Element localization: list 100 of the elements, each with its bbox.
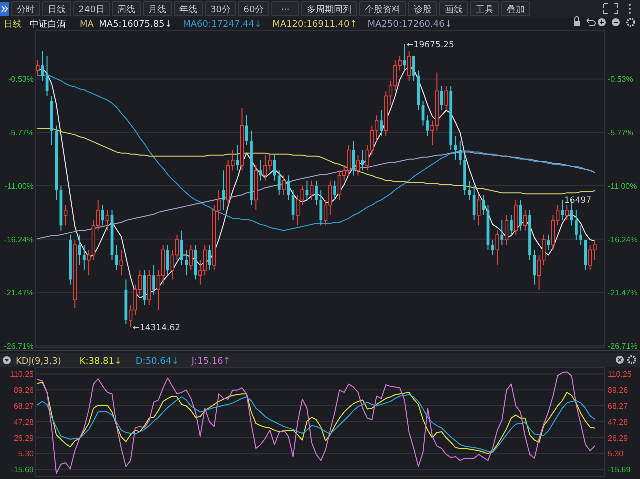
candlestick <box>287 175 290 201</box>
y-tick-label: -16.24% <box>4 235 34 244</box>
candlestick <box>152 264 156 296</box>
candlestick <box>361 150 364 172</box>
candlestick <box>315 180 318 206</box>
candlestick <box>278 170 281 196</box>
annotation: ←19675.25 <box>406 40 454 50</box>
candlestick <box>189 244 194 272</box>
candlestick <box>440 86 444 112</box>
y-tick-label: -0.53% <box>8 75 34 84</box>
line-series <box>38 382 596 454</box>
text: 30分 <box>210 4 232 16</box>
candlestick <box>561 200 564 222</box>
text: 月线 <box>148 4 167 16</box>
y2-tick-label: -11.00% <box>608 182 638 191</box>
text: 画线 <box>444 4 463 16</box>
y2-tick-label: -5.77% <box>608 128 634 138</box>
y-tick-label: -11.00% <box>4 182 34 191</box>
candlestick <box>352 140 356 176</box>
line-series <box>38 128 596 195</box>
y-tick-label: -5.77% <box>8 128 34 138</box>
candlestick <box>41 50 44 82</box>
candlestick <box>496 230 500 266</box>
y-tick-label: -26.71% <box>4 342 34 352</box>
y-tick-label: 89.26 <box>14 386 35 396</box>
candlestick <box>282 175 286 196</box>
y-tick-label: 110.25 <box>10 370 35 380</box>
candlestick <box>407 50 412 82</box>
candlestick <box>482 194 486 216</box>
candlestick <box>82 244 86 272</box>
candlestick <box>36 60 40 76</box>
text: MA250:17260.46↓ <box>368 20 452 30</box>
candlestick <box>310 180 314 201</box>
candlestick <box>236 144 240 172</box>
candlestick <box>565 204 569 222</box>
y-tick-label: 26.29 <box>14 434 35 443</box>
text: 个股资料 <box>364 4 401 16</box>
legend-title: MA <box>80 20 95 30</box>
text: 周线 <box>118 4 136 16</box>
candlestick <box>380 110 383 136</box>
candlestick <box>533 250 536 286</box>
y2-tick-label: -21.47% <box>608 288 638 298</box>
line-series <box>38 372 596 474</box>
y2-tick-label: -26.71% <box>608 342 638 352</box>
text: D:50.64↓ <box>136 357 180 367</box>
annotation: ←14314.62 <box>132 324 181 334</box>
y2-tick-label: 47.28 <box>608 418 629 427</box>
legend-title: KDJ(9,3,3) <box>16 357 62 367</box>
candlestick <box>64 204 68 226</box>
text: MA120:16911.40↑ <box>272 20 358 30</box>
candlestick <box>120 250 124 276</box>
y-tick-label: -15.69 <box>11 466 35 475</box>
candlestick <box>477 194 481 226</box>
text: 60分 <box>244 4 264 16</box>
candlestick <box>102 204 104 226</box>
text: 日线 <box>48 4 66 16</box>
candlestick <box>574 210 578 240</box>
y-tick-label: -21.47% <box>4 288 34 298</box>
y2-tick-label: 110.25 <box>608 370 632 380</box>
text: 工具 <box>476 4 494 16</box>
candlestick <box>338 170 342 201</box>
candlestick <box>524 210 528 232</box>
candlestick <box>504 214 509 246</box>
chart-subtitle: 日线 <box>4 19 22 30</box>
candlestick <box>444 86 448 112</box>
text: 诊股 <box>414 4 432 16</box>
y-tick-label: 47.28 <box>14 418 35 427</box>
candlestick <box>472 185 476 222</box>
y-tick-label: 5.30 <box>18 450 35 459</box>
text: 240日 <box>78 6 105 16</box>
y2-tick-label: -0.53% <box>608 75 634 84</box>
text: 年线 <box>180 4 198 16</box>
candlestick <box>510 214 513 236</box>
text: K:38.81↓ <box>80 357 122 367</box>
candlestick <box>547 234 550 251</box>
line-series <box>38 394 596 453</box>
candlestick <box>185 250 188 276</box>
text: ··· <box>281 6 290 16</box>
candlestick <box>166 244 170 276</box>
candlestick <box>356 154 360 176</box>
candlestick <box>106 210 110 232</box>
candlestick <box>580 225 583 246</box>
text: 分时 <box>17 4 35 16</box>
text: MA60:17247.44↓ <box>183 20 262 30</box>
candlestick <box>320 190 323 226</box>
candlestick <box>412 56 416 82</box>
candlestick <box>115 244 118 272</box>
y2-tick-label: 5.30 <box>608 450 624 459</box>
candlestick <box>245 115 248 146</box>
text: J:15.16↑ <box>190 357 231 367</box>
chart-title: 中证白酒 <box>30 19 66 30</box>
candlestick <box>491 239 494 256</box>
text: 叠加 <box>506 4 525 16</box>
y2-tick-label: 68.27 <box>608 402 629 412</box>
y2-tick-label: -16.24% <box>608 235 638 244</box>
y-tick-label: 68.27 <box>14 402 35 412</box>
text: 多周期同列 <box>306 4 352 16</box>
candlestick <box>426 115 430 136</box>
text: MA5:16075.85↓ <box>99 20 172 30</box>
annotation: 16497 <box>564 196 592 206</box>
